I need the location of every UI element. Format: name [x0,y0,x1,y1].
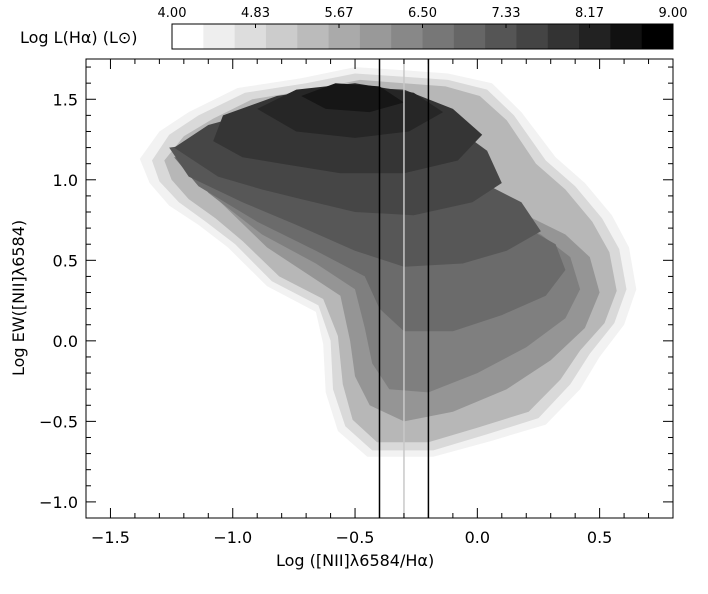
plot-frame [85,58,674,519]
x-tick-labels: −1.5 −1.0 −0.5 0.0 0.5 [91,528,612,547]
contour-level-11 [301,83,404,113]
colorbar-cell [547,24,580,49]
colorbar-cell [422,24,455,49]
colorbar-tick-label: 8.17 [575,6,604,21]
colorbar-cell [359,24,392,49]
colorbar-cell [265,24,298,49]
x-tick-label: −0.5 [336,528,375,547]
y-tick-label: −1.0 [39,493,78,512]
y-tick-label: −0.5 [39,412,78,431]
y-tick-labels: 1.5 1.0 0.5 0.0 −0.5 −1.0 [39,90,78,512]
colorbar-tick-label: 5.67 [325,6,354,21]
colorbar-cell [516,24,549,49]
colorbar-cell [641,24,674,49]
reference-lines [378,59,430,518]
x-tick-label: 0.0 [465,528,490,547]
colorbar-cell [203,24,236,49]
x-tick-label: −1.5 [91,528,130,547]
y-axis-title: Log EW([NII]λ6584) [9,220,28,376]
colorbar-tick-label: 4.83 [241,6,270,21]
colorbar-cell [391,24,423,49]
colorbar-cell [328,24,361,49]
y-tick-label: 0.5 [53,251,78,270]
colorbar-cell [610,24,643,49]
x-tick-label: −1.0 [213,528,252,547]
colorbar-tick-labels: 4.00 4.83 5.67 6.50 7.33 8.17 9.00 [158,6,688,28]
plot-area [85,58,674,519]
colorbar-cell [172,24,204,49]
colorbar-cell [453,24,486,49]
colorbar-tick-label: 7.33 [492,6,521,21]
colorbar: 4.00 4.83 5.67 6.50 7.33 8.17 9.00 Log L(Hα) (… [20,6,688,50]
colorbar-cell [234,24,267,49]
colorbar-tick-label: 6.50 [408,6,437,21]
colorbar-cell [579,24,611,49]
colorbar-cell [485,24,517,49]
colorbar-tick-label: 9.00 [659,6,688,21]
colorbar-cell [297,24,330,49]
y-tick-label: 1.5 [53,90,78,109]
colorbar-title: Log L(Hα) (L⊙) [20,28,138,47]
x-tick-label: 0.5 [587,528,612,547]
contour-regions [139,67,637,457]
y-tick-label: 1.0 [53,171,78,190]
colorbar-tick-label: 4.00 [158,6,187,21]
colorbar-cells [172,24,674,49]
x-axis-title: Log ([NII]λ6584/Hα) [276,551,434,570]
y-tick-label: 0.0 [53,332,78,351]
